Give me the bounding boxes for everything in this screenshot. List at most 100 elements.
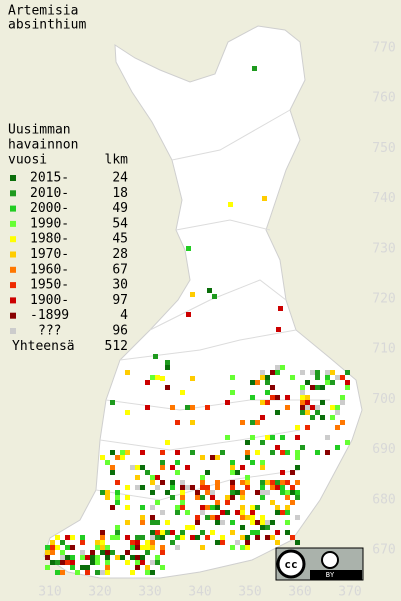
legend-count: 18 xyxy=(112,186,128,201)
observation-square xyxy=(280,450,285,455)
observation-square xyxy=(185,465,190,470)
observation-square xyxy=(240,420,245,425)
observation-square xyxy=(145,380,150,385)
observation-square xyxy=(215,520,220,525)
observation-square xyxy=(295,480,300,485)
observation-square xyxy=(265,525,270,530)
observation-square xyxy=(175,545,180,550)
observation-square xyxy=(175,505,180,510)
observation-square xyxy=(265,490,270,495)
y-axis-label: 740 xyxy=(372,191,395,206)
observation-square xyxy=(170,405,175,410)
observation-square xyxy=(105,490,110,495)
observation-square xyxy=(195,520,200,525)
observation-square xyxy=(160,550,165,555)
observation-square xyxy=(230,375,235,380)
observation-square xyxy=(275,445,280,450)
legend-count: 28 xyxy=(112,247,128,262)
observation-square xyxy=(245,475,250,480)
observation-square xyxy=(280,365,285,370)
observation-square xyxy=(220,520,225,525)
observation-square xyxy=(285,490,290,495)
observation-square xyxy=(190,450,195,455)
observation-square xyxy=(155,485,160,490)
observation-square xyxy=(260,525,265,530)
observation-square xyxy=(245,540,250,545)
observation-square xyxy=(70,565,75,570)
observation-square xyxy=(140,535,145,540)
observation-square xyxy=(210,515,215,520)
observation-square xyxy=(160,565,165,570)
observation-square xyxy=(80,565,85,570)
observation-square xyxy=(135,560,140,565)
observation-square xyxy=(310,370,315,375)
observation-square xyxy=(75,570,80,575)
observation-square xyxy=(105,555,110,560)
observation-square xyxy=(140,545,145,550)
observation-square xyxy=(95,570,100,575)
observation-square xyxy=(140,515,145,520)
observation-square xyxy=(260,480,265,485)
observation-square xyxy=(225,510,230,515)
observation-square xyxy=(185,485,190,490)
observation-square xyxy=(235,510,240,515)
observation-square xyxy=(45,565,50,570)
observation-square xyxy=(270,370,275,375)
legend-count: 97 xyxy=(112,293,128,308)
observation-square xyxy=(115,535,120,540)
y-axis-label: 690 xyxy=(372,442,395,457)
observation-square xyxy=(280,490,285,495)
observation-square xyxy=(100,550,105,555)
observation-square xyxy=(230,545,235,550)
observation-square xyxy=(135,535,140,540)
observation-square xyxy=(295,540,300,545)
observation-square xyxy=(110,465,115,470)
observation-square xyxy=(55,535,60,540)
observation-square xyxy=(245,545,250,550)
observation-square xyxy=(205,485,210,490)
observation-square xyxy=(125,520,130,525)
observation-square xyxy=(345,440,350,445)
observation-square xyxy=(100,570,105,575)
observation-square xyxy=(155,500,160,505)
observation-square xyxy=(135,485,140,490)
observation-square xyxy=(230,520,235,525)
observation-square xyxy=(275,395,280,400)
observation-square xyxy=(270,395,275,400)
observation-square xyxy=(265,375,270,380)
observation-square xyxy=(145,545,150,550)
observation-square xyxy=(80,540,85,545)
observation-square xyxy=(120,450,125,455)
observation-square xyxy=(175,420,180,425)
observation-square xyxy=(150,375,155,380)
observation-square xyxy=(265,535,270,540)
x-axis-label: 320 xyxy=(88,585,111,600)
observation-square xyxy=(240,480,245,485)
observation-square xyxy=(200,485,205,490)
observation-square xyxy=(305,405,310,410)
observation-square xyxy=(270,435,275,440)
observation-square xyxy=(120,555,125,560)
observation-square xyxy=(335,410,340,415)
legend-swatch xyxy=(10,175,16,181)
observation-square xyxy=(250,395,255,400)
by-text: BY xyxy=(326,571,335,579)
observation-square xyxy=(260,375,265,380)
observation-square xyxy=(225,400,230,405)
x-axis-label: 350 xyxy=(238,585,261,600)
observation-square xyxy=(205,535,210,540)
observation-square xyxy=(285,395,290,400)
observation-square xyxy=(125,560,130,565)
observation-square xyxy=(205,470,210,475)
observation-square xyxy=(155,375,160,380)
observation-square xyxy=(225,495,230,500)
observation-square xyxy=(285,495,290,500)
observation-square xyxy=(340,420,345,425)
observation-square xyxy=(185,405,190,410)
observation-square xyxy=(320,385,325,390)
observation-square xyxy=(300,395,305,400)
observation-square xyxy=(125,505,130,510)
legend-swatch xyxy=(10,251,16,258)
legend-swatch xyxy=(10,236,16,243)
observation-square xyxy=(340,400,345,405)
